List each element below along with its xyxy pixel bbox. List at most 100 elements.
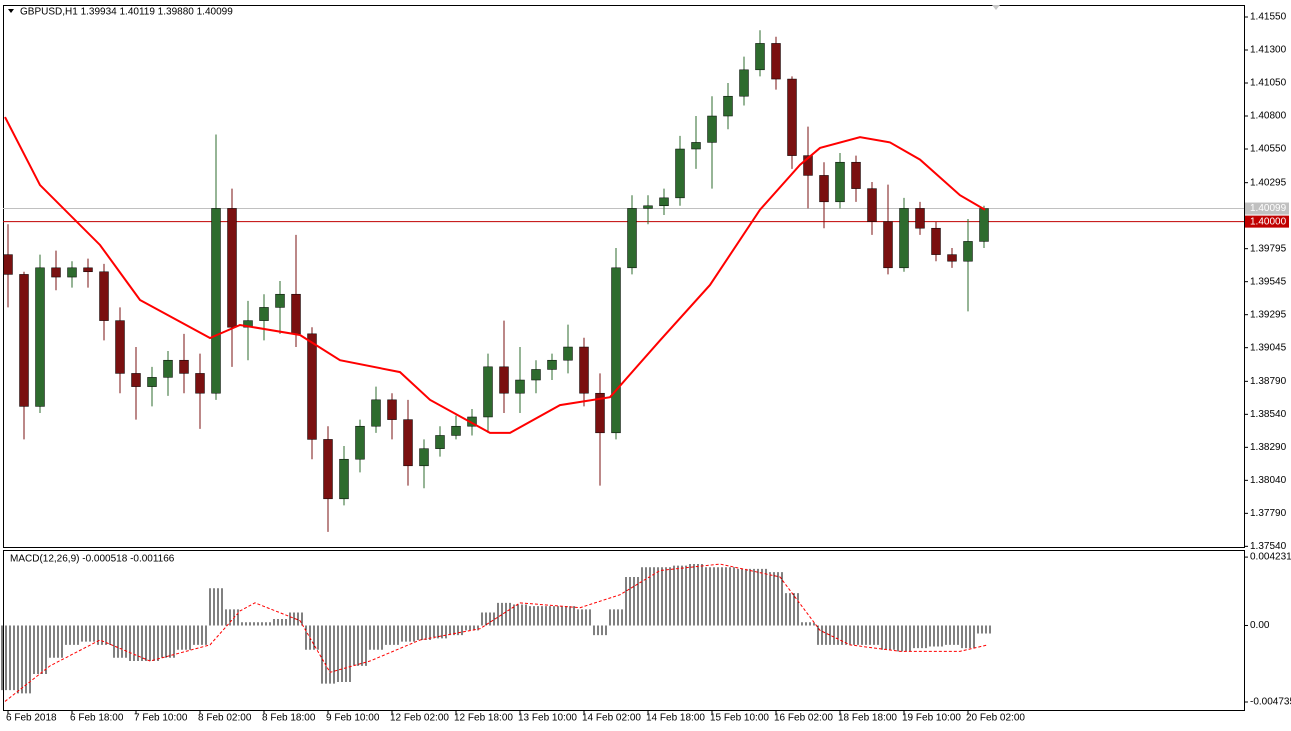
candle-body: [915, 208, 925, 229]
candle-body: [771, 43, 781, 80]
candle-body: [51, 267, 61, 278]
candle-body: [643, 205, 653, 209]
candle-body: [67, 267, 77, 278]
candle-body: [387, 399, 397, 420]
x-tick-label: 8 Feb 02:00: [198, 713, 252, 724]
x-tick-label: 6 Feb 18:00: [70, 713, 124, 724]
candle-body: [819, 175, 829, 203]
macd-pane: [3, 550, 1245, 711]
y-tick-label: 1.40800: [1250, 111, 1287, 122]
y-tick-label: 1.38040: [1250, 475, 1287, 486]
y-tick-label: 1.41550: [1250, 12, 1287, 23]
candle-body: [899, 208, 909, 269]
price-label: 1.40099: [1250, 203, 1287, 214]
macd-y-tick-label: 0.00: [1250, 620, 1270, 631]
candle-body: [691, 142, 701, 150]
candle-body: [115, 320, 125, 374]
candle-body: [227, 208, 237, 328]
candle-body: [595, 392, 605, 434]
y-tick-label: 1.38790: [1250, 376, 1287, 387]
candle-body: [307, 333, 317, 440]
candle-body: [803, 155, 813, 176]
price-label-box: [1245, 215, 1289, 228]
candle-body: [563, 346, 573, 361]
x-tick-label: 15 Feb 10:00: [710, 713, 769, 724]
candle-body: [99, 271, 109, 321]
candle-body: [531, 369, 541, 381]
price-label: 1.40000: [1250, 216, 1287, 227]
x-tick-label: 8 Feb 18:00: [262, 713, 316, 724]
candle-body: [851, 161, 861, 189]
candle-body: [131, 373, 141, 387]
x-tick-label: 20 Feb 02:00: [966, 713, 1025, 724]
candle-body: [547, 359, 557, 370]
macd-label: MACD(12,26,9) -0.000518 -0.001166: [10, 554, 175, 565]
candle-body: [163, 359, 173, 378]
candle-body: [579, 346, 589, 394]
chart-title: GBPUSD,H1 1.39934 1.40119 1.39880 1.4009…: [20, 7, 233, 18]
candle-body: [467, 416, 477, 427]
candle-body: [323, 439, 333, 500]
candle-body: [931, 227, 941, 255]
macd-signal: [4, 563, 989, 702]
moving-average: [4, 116, 986, 434]
candle-body: [35, 267, 45, 407]
shift-marker: [992, 5, 1000, 10]
candle-body: [787, 78, 797, 156]
main-pane: [3, 5, 1245, 548]
y-tick-label: 1.38290: [1250, 442, 1287, 453]
candle-body: [707, 115, 717, 143]
candle-body: [355, 425, 365, 460]
candle-body: [147, 377, 157, 387]
candle-body: [979, 208, 989, 242]
candle-body: [883, 221, 893, 269]
candle-body: [867, 188, 877, 222]
menu-arrow[interactable]: [8, 9, 14, 13]
candle-body: [947, 254, 957, 262]
y-tick-label: 1.37540: [1250, 541, 1287, 552]
candle-body: [515, 379, 525, 394]
x-tick-label: 12 Feb 02:00: [390, 713, 449, 724]
x-tick-label: 13 Feb 10:00: [518, 713, 577, 724]
x-tick-label: 12 Feb 18:00: [454, 713, 513, 724]
candle-body: [371, 399, 381, 427]
macd-y-tick-label: 0.004231: [1250, 552, 1291, 563]
price-label-box: [1245, 202, 1289, 215]
candle-body: [723, 95, 733, 117]
candle-body: [611, 267, 621, 434]
candle-body: [451, 425, 461, 436]
y-tick-label: 1.41050: [1250, 78, 1287, 89]
y-tick-label: 1.38540: [1250, 409, 1287, 420]
candle-body: [435, 435, 445, 449]
x-tick-label: 18 Feb 18:00: [838, 713, 897, 724]
y-tick-label: 1.37790: [1250, 508, 1287, 519]
candle-body: [483, 366, 493, 418]
candle-body: [195, 373, 205, 394]
y-tick-label: 1.40295: [1250, 177, 1287, 188]
candle-body: [627, 208, 637, 269]
candle-body: [419, 448, 429, 467]
candle-body: [755, 43, 765, 71]
candle-body: [339, 458, 349, 500]
x-tick-label: 14 Feb 18:00: [646, 713, 705, 724]
candle-body: [259, 307, 269, 321]
candle-body: [659, 197, 669, 207]
candle-body: [3, 254, 13, 275]
y-tick-label: 1.39795: [1250, 243, 1287, 254]
y-tick-label: 1.40550: [1250, 144, 1287, 155]
x-tick-label: 16 Feb 02:00: [774, 713, 833, 724]
y-tick-label: 1.39545: [1250, 276, 1287, 287]
x-tick-label: 6 Feb 2018: [6, 713, 57, 724]
x-tick-label: 7 Feb 10:00: [134, 713, 188, 724]
candle-body: [291, 293, 301, 335]
macd-y-tick-label: -0.004735: [1250, 697, 1291, 708]
candle-body: [275, 293, 285, 308]
candle-body: [19, 274, 29, 407]
candle-body: [179, 359, 189, 374]
candle-body: [739, 69, 749, 97]
candle-body: [211, 208, 221, 394]
y-tick-label: 1.39045: [1250, 342, 1287, 353]
y-tick-label: 1.41300: [1250, 45, 1287, 56]
